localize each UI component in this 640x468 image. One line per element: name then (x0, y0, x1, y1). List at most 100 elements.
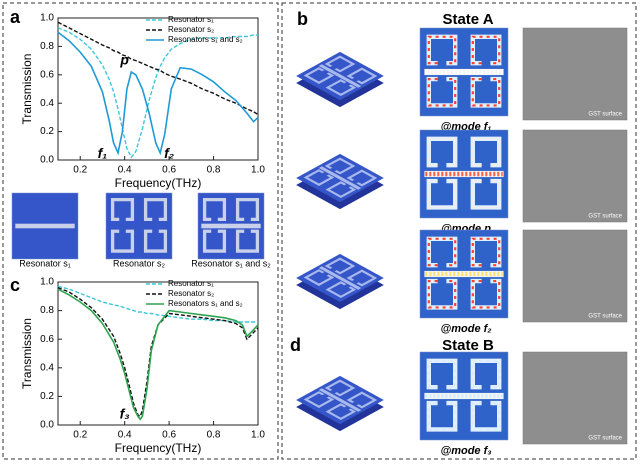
panel-label: b (297, 9, 308, 29)
center-bar (424, 392, 504, 400)
thumbnail-caption: Resonator s₁ and s₂ (191, 258, 271, 268)
split-ring (235, 197, 260, 222)
gst-label: GST surface (588, 314, 622, 320)
substrate (105, 192, 173, 260)
series-line (57, 287, 259, 418)
y-tick-label: 1.0 (40, 13, 54, 24)
center-bar (318, 388, 362, 412)
y-axis-label: Transmission (20, 54, 34, 125)
annotation: f₂ (164, 145, 174, 161)
field-hotspot (427, 77, 457, 107)
field-hotspot (471, 35, 501, 65)
mode-label: @mode f₃ (440, 445, 491, 457)
split-ring (202, 229, 227, 253)
resonator-3d (296, 51, 384, 101)
legend-label: Resonators s₁ and s₂ (168, 35, 243, 44)
center-bar (318, 266, 362, 290)
x-tick-label: 0.2 (73, 430, 87, 441)
resonator-3d (296, 153, 384, 203)
annotation: p (119, 51, 129, 67)
legend-label: Resonator s₁ (168, 15, 214, 24)
y-tick-label: 0.0 (40, 155, 54, 166)
x-tick-label: 0.6 (162, 430, 176, 441)
legend-label: Resonator s₂ (168, 25, 214, 34)
split-ring (325, 181, 357, 199)
split-ring (324, 379, 356, 397)
thumbnail-caption: Resonator s₁ (19, 258, 71, 268)
series-line (57, 27, 258, 159)
state-title: State B (442, 337, 494, 354)
split-ring (346, 391, 378, 409)
gst-label: GST surface (588, 112, 622, 118)
field-hotspot (427, 179, 457, 209)
mode-label: @mode f₂ (441, 323, 492, 335)
x-tick-label: 0.4 (118, 430, 132, 441)
y-tick-label: 0.0 (40, 420, 54, 431)
gst-label: GST surface (588, 436, 622, 442)
center-bar (318, 166, 362, 190)
split-ring (235, 229, 260, 253)
x-tick-label: 0.2 (73, 165, 87, 176)
legend-label: Resonator s₁ (168, 279, 214, 288)
legend-label: Resonator s₂ (168, 289, 214, 298)
split-ring (110, 229, 135, 253)
x-tick-label: 0.4 (118, 165, 132, 176)
x-tick-label: 0.8 (207, 165, 221, 176)
split-ring (325, 281, 357, 299)
thumbnail-caption: Resonator s₂ (113, 258, 166, 268)
split-ring (303, 269, 335, 286)
split-ring (346, 169, 378, 187)
y-tick-label: 0.2 (40, 126, 54, 137)
gst-surface (522, 351, 628, 445)
resonator (197, 192, 265, 260)
split-ring (143, 229, 168, 253)
x-tick-label: 1.0 (251, 430, 265, 441)
x-tick-label: 0.8 (207, 430, 221, 441)
panel-label: d (290, 335, 301, 355)
x-tick-label: 1.0 (251, 165, 265, 176)
left-frame (2, 2, 279, 460)
split-ring (324, 257, 356, 275)
annotation: f₁ (98, 145, 108, 161)
center-bar (424, 270, 504, 278)
series-line (57, 288, 259, 421)
series-line (57, 285, 258, 323)
state-title: State A (442, 11, 493, 28)
field-hotspot (471, 179, 501, 209)
field-hotspot (427, 279, 457, 309)
split-ring (346, 67, 378, 85)
gst-surface (522, 229, 628, 323)
split-ring (110, 197, 135, 222)
field-hotspot (427, 401, 457, 431)
plot-frame (57, 17, 259, 161)
center-bar (15, 223, 75, 229)
resonator (11, 192, 79, 260)
split-ring (346, 269, 378, 287)
y-tick-label: 0.6 (40, 69, 54, 80)
split-ring (325, 403, 357, 421)
gst-label: GST surface (588, 214, 622, 220)
gst-surface (522, 129, 628, 223)
field-hotspot (427, 237, 457, 267)
resonator (419, 229, 509, 319)
y-tick-label: 0.2 (40, 391, 54, 402)
field-hotspot (471, 137, 501, 167)
y-tick-label: 0.6 (40, 334, 54, 345)
x-axis-label: Frequency(THz) (115, 441, 202, 455)
split-ring (303, 391, 335, 408)
field-hotspot (471, 77, 501, 107)
gst-surface (522, 27, 628, 121)
legend-label: Resonators s₁ and s₂ (168, 299, 243, 308)
x-tick-label: 0.6 (162, 165, 176, 176)
resonator (419, 27, 509, 117)
split-ring (303, 169, 335, 186)
y-tick-label: 0.4 (40, 362, 54, 373)
resonator-3d (296, 253, 384, 303)
y-tick-label: 0.4 (40, 98, 54, 109)
resonator (105, 192, 173, 260)
annotation: f₃ (120, 406, 130, 422)
split-ring (202, 197, 227, 222)
field-hotspot (471, 401, 501, 431)
right-frame (281, 2, 637, 460)
center-bar (424, 68, 504, 76)
